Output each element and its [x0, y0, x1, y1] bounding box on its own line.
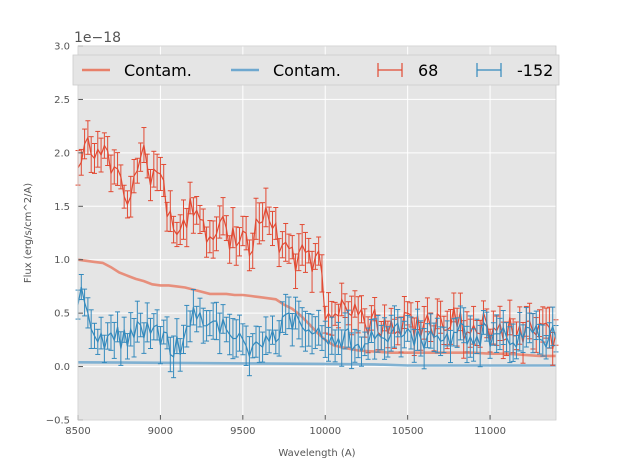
y-offset-label: 1e−18: [74, 30, 121, 46]
x-axis-label: Wavelength (A): [278, 448, 355, 459]
legend-label: 68: [418, 61, 438, 80]
plot-area: [78, 46, 556, 420]
y-axis-label: Flux (erg/s/cm^2/A): [23, 183, 34, 283]
series-line: [77, 135, 557, 350]
y-tick-label: 2.0: [54, 148, 70, 159]
axes-frame: [77, 45, 557, 421]
contam-line: [77, 361, 556, 367]
legend-label: Contam.: [273, 61, 341, 80]
legend-item: 68: [377, 61, 438, 80]
legend-item: Contam.: [231, 61, 341, 80]
contam-line: [77, 258, 556, 358]
axes: 8500 9000 9500 10000 10500 11000 −0.5 0.0 0.5 1.0…: [46, 42, 557, 437]
x-tick-label: 10000: [309, 426, 341, 437]
legend-label: Contam.: [124, 61, 192, 80]
y-tick-label: 1.0: [54, 255, 70, 266]
x-tick-label: 9000: [148, 426, 173, 437]
x-tick-label: 9500: [230, 426, 255, 437]
x-tick-label: 10500: [392, 426, 424, 437]
series-line: [77, 286, 557, 359]
y-tick-label: 3.0: [54, 42, 70, 53]
y-tick-label: 2.5: [54, 95, 70, 106]
x-tick-label: 11000: [474, 426, 506, 437]
errorbar-series: [75, 120, 559, 366]
legend-item: -152: [476, 61, 553, 80]
y-tick-label: 0.5: [54, 309, 70, 320]
legend-label: -152: [517, 61, 553, 80]
legend: Contam. Contam. 68 -152: [72, 54, 560, 86]
y-tick-label: 0.0: [54, 362, 70, 373]
y-tick-label: 1.5: [54, 202, 70, 213]
series-layer: [75, 120, 559, 379]
legend-item: Contam.: [82, 61, 192, 80]
errorbar-series: [75, 274, 559, 379]
y-tick-label: −0.5: [46, 416, 70, 427]
x-tick-label: 8500: [65, 426, 90, 437]
